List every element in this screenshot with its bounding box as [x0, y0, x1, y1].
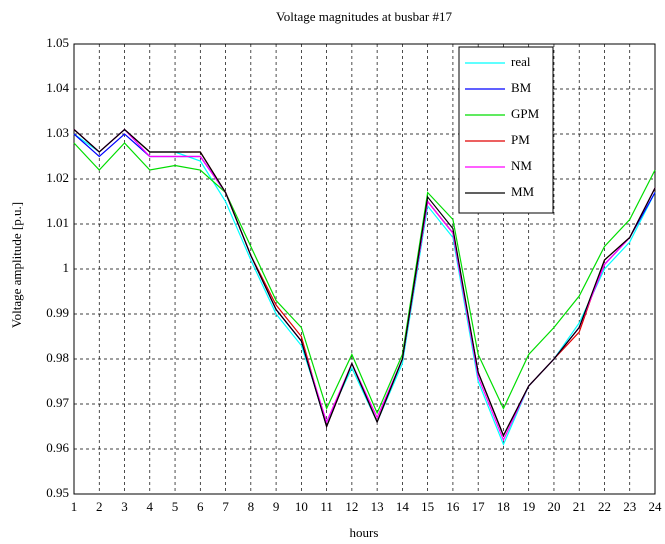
x-tick-label: 22 [598, 499, 611, 514]
y-tick-label: 0.97 [46, 395, 69, 410]
x-tick-label: 23 [623, 499, 636, 514]
x-tick-label: 1 [71, 499, 78, 514]
x-tick-label: 17 [472, 499, 486, 514]
series-line [73, 128, 656, 437]
series-line [73, 128, 656, 447]
series-line [73, 142, 656, 415]
legend-label: BM [511, 80, 532, 95]
x-tick-label: 2 [96, 499, 103, 514]
x-tick-label: 13 [371, 499, 384, 514]
y-tick-label: 0.99 [46, 305, 69, 320]
legend-label: PM [511, 132, 530, 147]
chart-title: Voltage magnitudes at busbar #17 [276, 9, 452, 24]
x-tick-label: 8 [248, 499, 255, 514]
x-tick-label: 20 [547, 499, 560, 514]
x-tick-label: 10 [295, 499, 308, 514]
x-tick-label: 9 [273, 499, 280, 514]
x-tick-label: 24 [649, 499, 663, 514]
x-tick-label: 6 [197, 499, 204, 514]
y-tick-label: 0.95 [46, 485, 69, 500]
legend-label: GPM [511, 106, 540, 121]
y-tick-label: 1.05 [46, 35, 69, 50]
y-tick-label: 1.02 [46, 170, 69, 185]
legend-label: real [511, 54, 531, 69]
x-tick-label: 19 [522, 499, 535, 514]
x-tick-label: 5 [172, 499, 179, 514]
x-tick-label: 16 [446, 499, 460, 514]
legend-label: MM [511, 184, 535, 199]
x-tick-label: 18 [497, 499, 510, 514]
x-tick-label: 15 [421, 499, 434, 514]
x-tick-label: 12 [345, 499, 358, 514]
legend-label: NM [511, 158, 532, 173]
plot-frame [73, 43, 656, 495]
x-tick-label: 14 [396, 499, 410, 514]
x-tick-label: 3 [121, 499, 128, 514]
x-tick-label: 11 [320, 499, 333, 514]
y-tick-label: 1.04 [46, 80, 69, 95]
legend-box [458, 46, 554, 214]
y-tick-label: 0.98 [46, 350, 69, 365]
x-tick-label: 4 [147, 499, 154, 514]
y-axis-label: Voltage amplitude [p.u.] [9, 202, 24, 328]
x-tick-label: 21 [573, 499, 586, 514]
x-tick-label: 7 [222, 499, 229, 514]
y-tick-label: 1 [63, 260, 70, 275]
y-tick-label: 0.96 [46, 440, 69, 455]
y-tick-label: 1.03 [46, 125, 69, 140]
y-tick-label: 1.01 [46, 215, 69, 230]
x-axis-label: hours [350, 525, 379, 540]
